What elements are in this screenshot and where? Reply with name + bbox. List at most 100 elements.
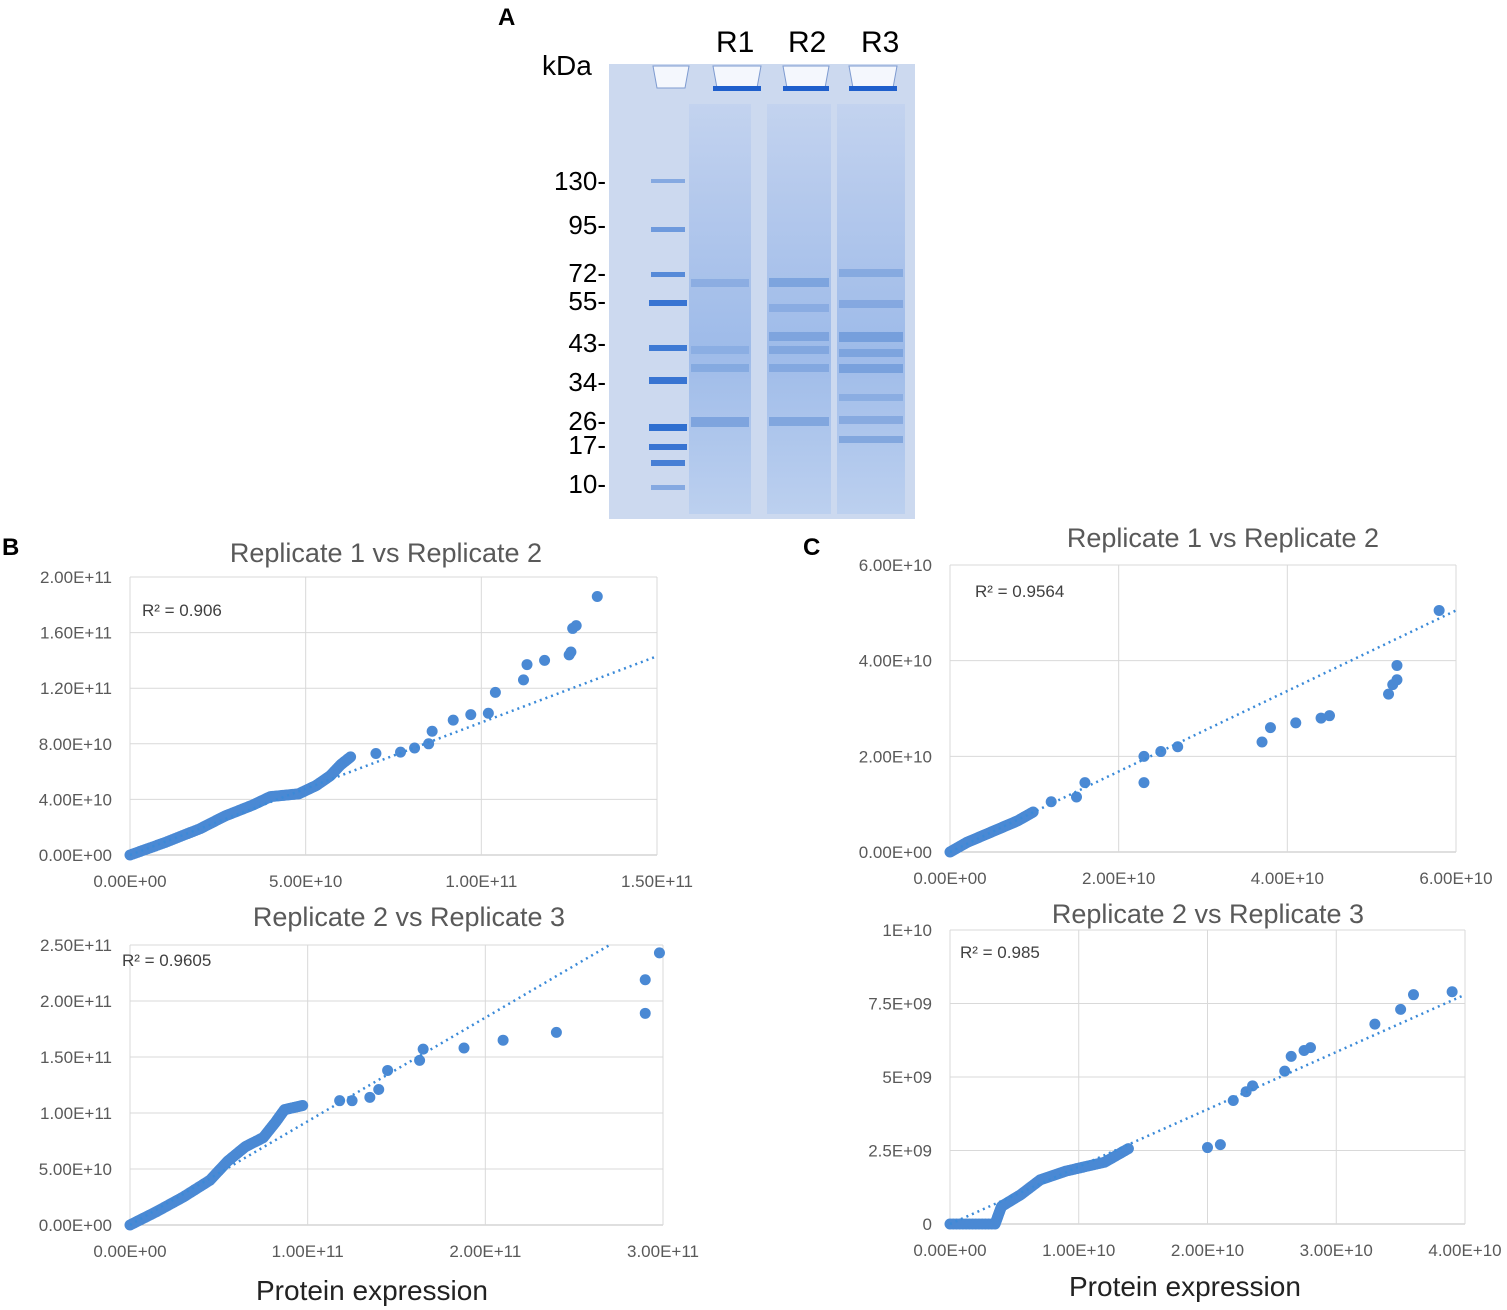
data-point	[409, 742, 421, 754]
x-tick-label: 1.00E+10	[1042, 1241, 1115, 1260]
lane-label-r3: R3	[861, 26, 900, 59]
scatter-chart-b2: Replicate 2 vs Replicate 3 0.00E+00 5.00E+…	[39, 902, 699, 1261]
y-tick-label: 1.00E+11	[40, 1104, 112, 1123]
data-point	[1369, 1018, 1381, 1030]
y-tick-label: 1.60E+11	[40, 624, 112, 643]
y-tick-label: 4.00E+10	[39, 790, 112, 809]
data-point	[1214, 1139, 1226, 1151]
data-point	[458, 1042, 470, 1054]
data-point	[1446, 986, 1458, 998]
data-point	[1395, 1003, 1407, 1015]
gel-unit-label: kDa	[542, 50, 592, 81]
y-tick-label: 0.00E+00	[39, 1216, 112, 1235]
chart-title: Replicate 2 vs Replicate 3	[1052, 899, 1364, 929]
data-point	[1383, 688, 1395, 700]
x-tick-label: 4.00E+10	[1251, 869, 1324, 888]
data-point	[1071, 791, 1082, 803]
y-tick-label: 1.50E+11	[40, 1048, 112, 1067]
y-tick-label: 7.5E+09	[868, 995, 932, 1014]
y-tick-label: 0.00E+00	[39, 846, 112, 865]
data-point	[570, 620, 582, 632]
chart-title: Replicate 1 vs Replicate 2	[230, 538, 542, 568]
x-tick-label: 5.00E+10	[269, 872, 342, 891]
scatter-chart-c2: Replicate 2 vs Replicate 3 0 2.5E+09 5E+09 7…	[868, 899, 1501, 1260]
y-tick-label: 1E+10	[882, 921, 932, 940]
y-tick-label: 2.00E+10	[859, 747, 932, 766]
data-point	[1315, 712, 1327, 724]
x-axis-label-c: Protein expression	[1069, 1271, 1301, 1302]
y-tick-label: 8.00E+10	[39, 735, 112, 754]
gel-sample-bands	[691, 269, 903, 443]
data-point	[521, 659, 533, 671]
marker-label: 130-	[553, 166, 606, 196]
lane-label-r1: R1	[716, 26, 755, 59]
data-point	[1256, 736, 1268, 748]
trend-line	[130, 655, 658, 857]
x-tick-label: 0.00E+00	[93, 1242, 166, 1261]
gel-lane-r3	[837, 104, 905, 514]
y-tick-label: 5.00E+10	[39, 1160, 112, 1179]
marker-label: 17-	[568, 430, 606, 460]
data-point	[1433, 604, 1445, 616]
r-squared-label: R² = 0.985	[960, 943, 1040, 962]
data-point	[345, 751, 357, 763]
y-tick-label: 1.20E+11	[40, 679, 112, 698]
marker-label: 72-	[568, 258, 606, 288]
x-tick-label: 6.00E+10	[1419, 869, 1492, 888]
data-point	[550, 1026, 562, 1038]
trend-line	[950, 993, 1466, 1226]
marker-label: 95-	[568, 210, 606, 240]
data-point	[364, 1091, 376, 1103]
x-tick-label: 0.00E+00	[913, 1241, 986, 1260]
data-point	[1391, 659, 1403, 671]
panel-letter-a: A	[498, 4, 516, 31]
y-tick-label: 4.00E+10	[859, 652, 932, 671]
y-tick-label: 0.00E+00	[859, 843, 932, 862]
panel-letter-c: C	[803, 534, 821, 561]
data-point	[465, 709, 477, 721]
data-point	[565, 646, 577, 658]
y-tick-label: 2.00E+11	[40, 568, 112, 587]
x-tick-label: 4.00E+10	[1428, 1241, 1501, 1260]
x-tick-label: 2.00E+11	[449, 1242, 521, 1261]
data-point	[1122, 1143, 1134, 1155]
y-tick-label: 5E+09	[882, 1068, 932, 1087]
x-tick-label: 2.00E+10	[1171, 1241, 1244, 1260]
data-point	[591, 590, 603, 602]
y-tick-label: 2.00E+11	[40, 992, 112, 1011]
chart-title: Replicate 1 vs Replicate 2	[1067, 523, 1379, 553]
y-tick-label: 0	[923, 1215, 932, 1234]
data-point	[1202, 1142, 1213, 1154]
data-point	[382, 1064, 394, 1076]
y-tick-label: 6.00E+10	[859, 556, 932, 575]
x-tick-label: 3.00E+11	[627, 1242, 699, 1261]
data-point	[414, 1054, 426, 1066]
r-squared-label: R² = 0.9564	[975, 582, 1064, 601]
data-point	[539, 654, 551, 666]
x-tick-label: 1.00E+11	[445, 872, 517, 891]
data-point	[447, 714, 459, 726]
y-tick-label: 2.5E+09	[868, 1142, 932, 1161]
data-point	[497, 1034, 509, 1046]
data-point	[1285, 1050, 1297, 1062]
data-point	[1247, 1080, 1259, 1092]
data-point	[517, 674, 529, 686]
x-axis-label-b: Protein expression	[256, 1275, 488, 1306]
data-point	[639, 974, 651, 986]
data-point	[1027, 806, 1039, 818]
lane-label-r2: R2	[788, 26, 827, 59]
data-point	[373, 1083, 385, 1095]
data-point	[334, 1095, 346, 1107]
marker-label: 55-	[568, 286, 606, 316]
data-point	[370, 748, 382, 760]
panel-letter-b: B	[2, 534, 20, 561]
data-point	[482, 707, 494, 719]
trend-line	[130, 943, 611, 1227]
scatter-chart-c1: Replicate 1 vs Replicate 2 0.00E+00 2.00E+…	[859, 523, 1493, 888]
data-point	[1155, 746, 1167, 758]
r-squared-label: R² = 0.906	[142, 601, 222, 620]
data-point	[1264, 722, 1276, 734]
data-point	[1227, 1095, 1239, 1107]
marker-label: 26-	[568, 406, 606, 436]
scatter-chart-b1: Replicate 1 vs Replicate 2 0.00E+00 4.00E+…	[39, 538, 693, 891]
